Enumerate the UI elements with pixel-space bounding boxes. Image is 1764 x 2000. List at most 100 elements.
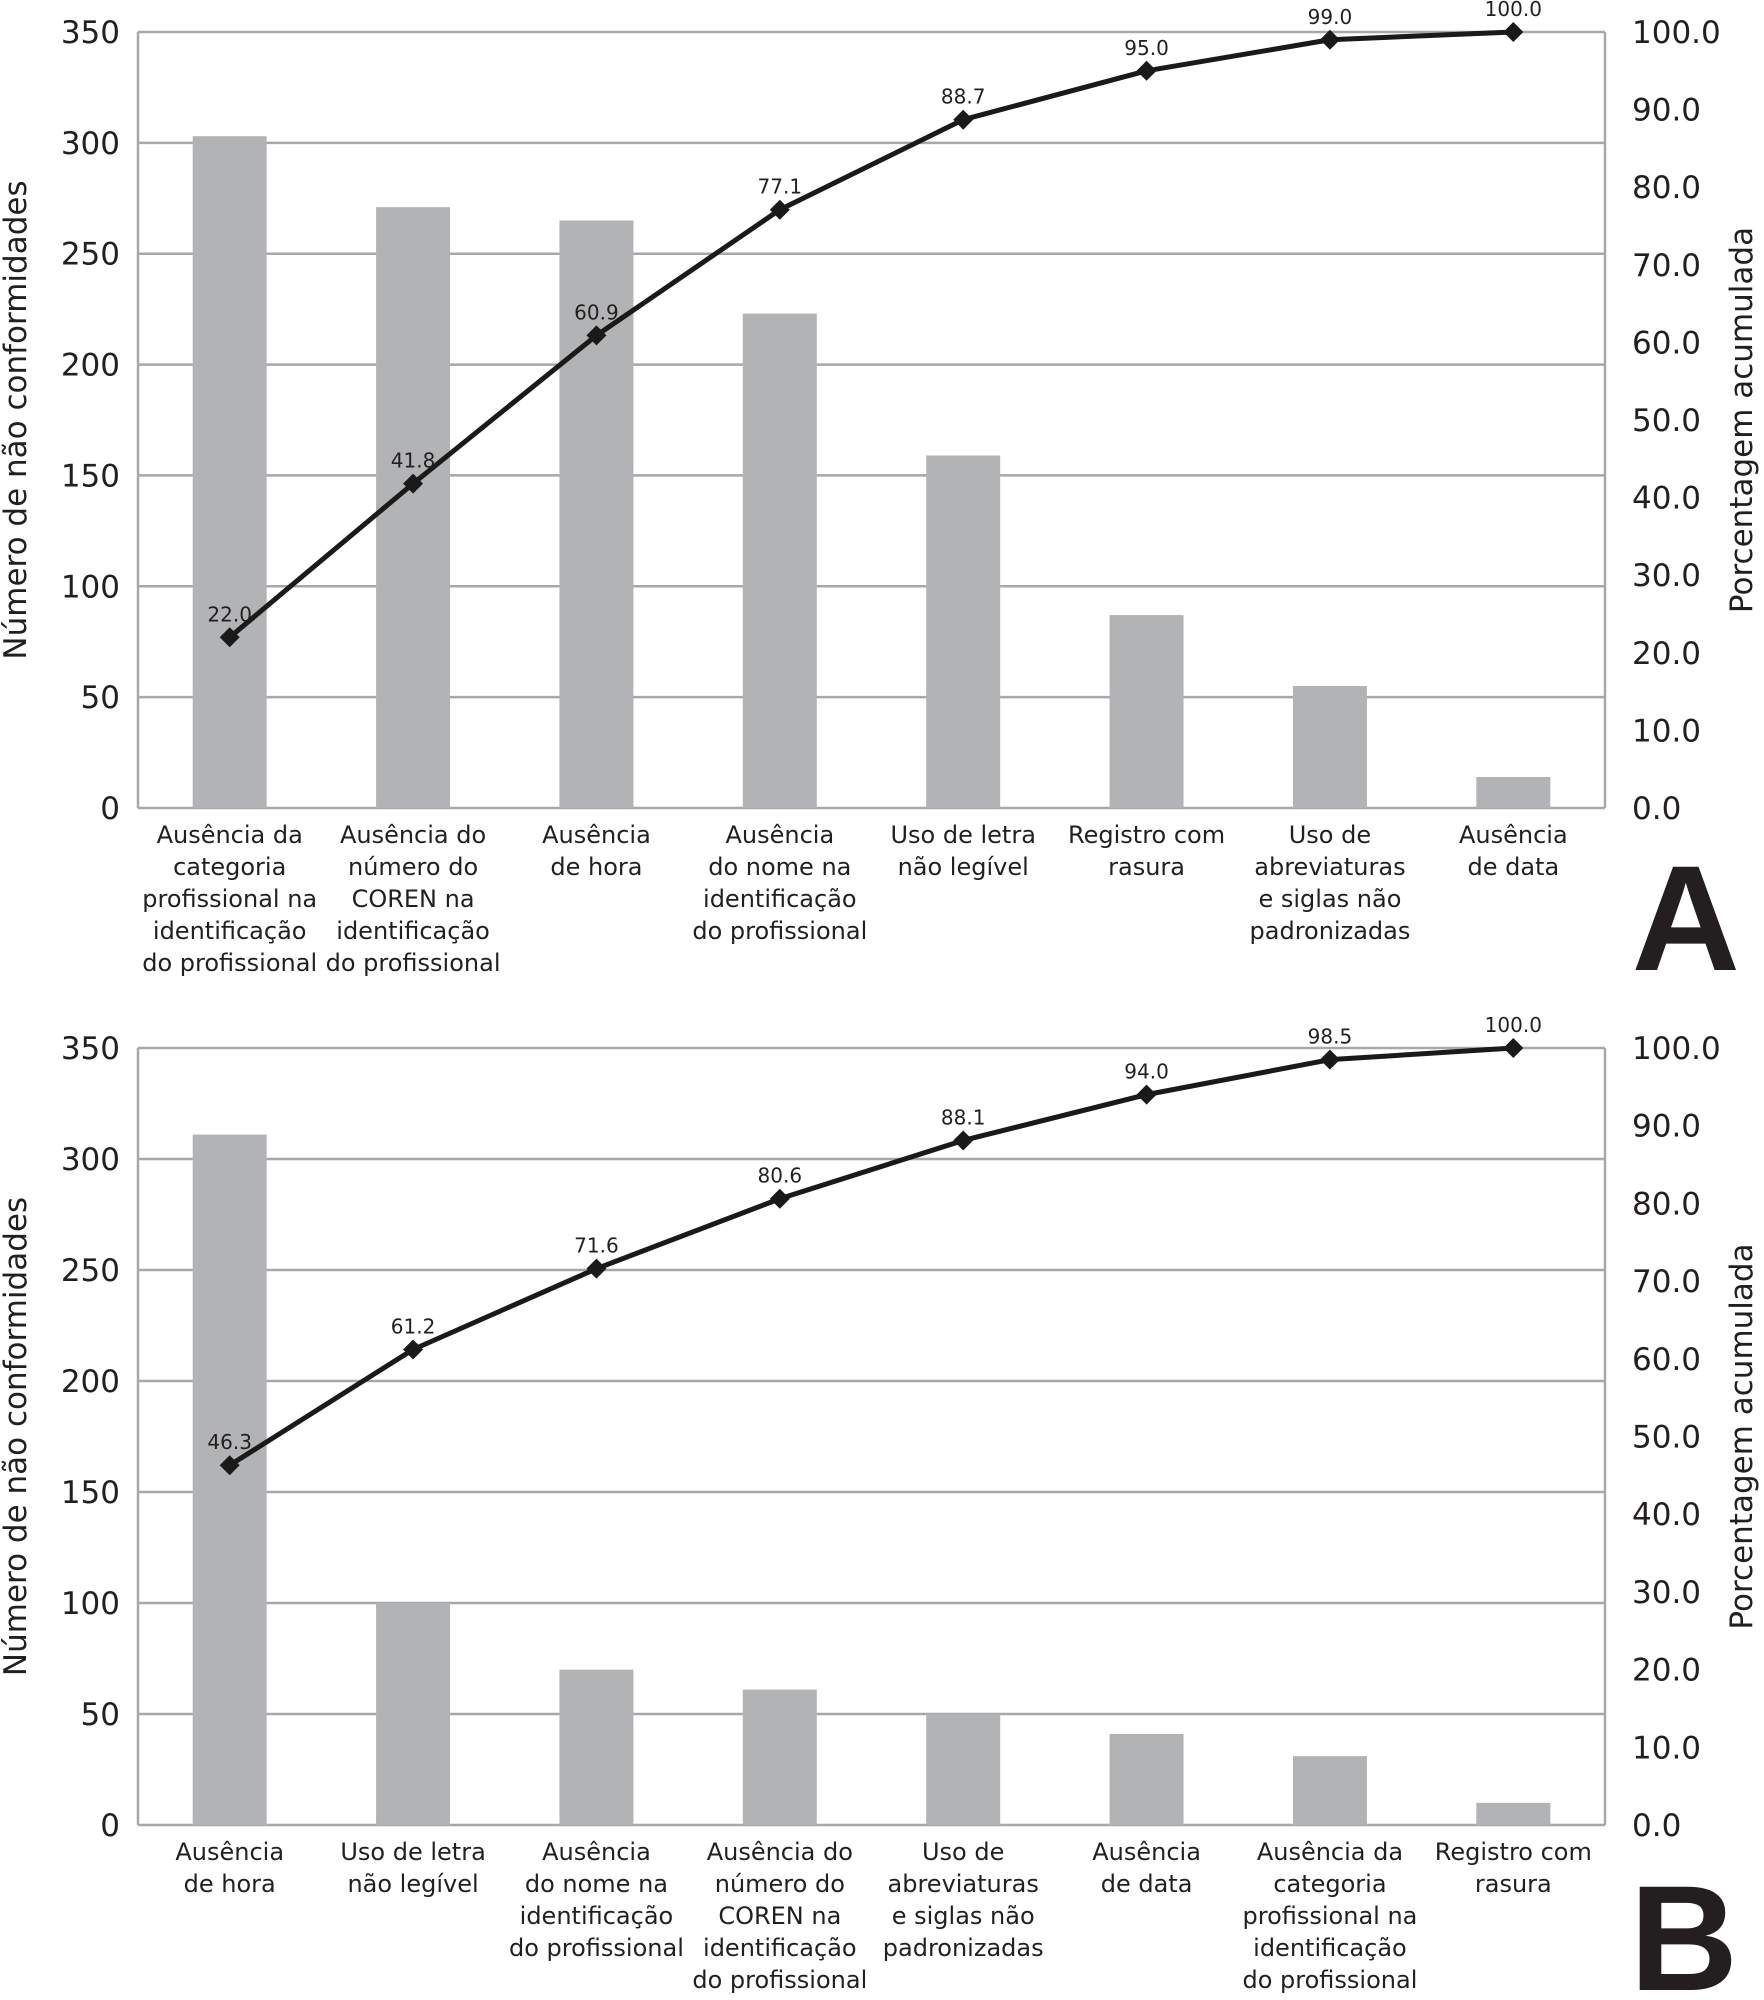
y-tick-label: 300 <box>61 1142 120 1178</box>
chart-panel-b: 0 50 100 150 200 250 300 350 0.0 10.0 20.0 30.0 40.0… <box>0 1013 1760 2000</box>
bar <box>926 455 1001 808</box>
bar <box>926 1714 1001 1825</box>
cumulative-point <box>1503 1038 1524 1058</box>
y-tick-label: 50 <box>81 1697 120 1733</box>
cumulative-data-label: 80.6 <box>758 1164 803 1188</box>
y-tick-label: 0 <box>100 791 120 827</box>
bar <box>192 136 267 809</box>
y2-tick-label: 30.0 <box>1632 1575 1701 1611</box>
y-tick-label: 150 <box>61 458 120 494</box>
category-label: Registro com rasura <box>1068 821 1225 881</box>
y2-tick-label: 50.0 <box>1632 403 1701 439</box>
bar <box>1292 1756 1367 1825</box>
bar <box>559 1669 634 1825</box>
cumulative-point <box>1136 1084 1157 1105</box>
cumulative-data-label: 60.9 <box>574 300 619 324</box>
category-label: Ausência do nome na identificação do profis… <box>692 821 867 945</box>
bar <box>1292 686 1367 808</box>
bar <box>376 207 451 808</box>
y2-tick-label: 10.0 <box>1632 1730 1701 1766</box>
cumulative-point <box>1503 22 1524 42</box>
y2-tick-label: 0.0 <box>1632 1808 1681 1844</box>
cumulative-point <box>769 199 790 220</box>
y-tick-label: 0 <box>100 1808 120 1844</box>
category-label: Ausência de hora <box>542 821 651 881</box>
y2-tick-label: 100.0 <box>1632 15 1721 51</box>
category-label: Ausência de data <box>1459 821 1568 881</box>
y2-tick-label: 40.0 <box>1632 481 1701 517</box>
y2-tick-label: 20.0 <box>1632 1653 1701 1689</box>
category-label: Ausência do número do COREN na identificaçã… <box>326 821 501 977</box>
cumulative-data-label: 46.3 <box>207 1430 252 1454</box>
cumulative-line <box>228 29 1514 640</box>
y-tick-label: 150 <box>61 1475 120 1511</box>
cumulative-data-label: 100.0 <box>1485 0 1542 21</box>
cumulative-data-label: 61.2 <box>391 1314 436 1338</box>
y2-tick-label: 70.0 <box>1632 248 1701 284</box>
y2-tick-label: 90.0 <box>1632 93 1701 129</box>
y-tick-label: 300 <box>61 126 120 162</box>
cumulative-point <box>403 473 424 494</box>
cumulative-line <box>228 1045 1514 1468</box>
category-label: Ausência de data <box>1092 1838 1201 1898</box>
category-label: Registro com rasura <box>1435 1838 1592 1898</box>
y2-tick-label: 80.0 <box>1632 1186 1701 1222</box>
cumulative-data-label: 94.0 <box>1124 1060 1169 1084</box>
y2-tick-label: 100.0 <box>1632 1031 1721 1067</box>
cumulative-point <box>769 1188 790 1209</box>
y-tick-label: 350 <box>61 15 120 51</box>
cumulative-data-label: 95.0 <box>1124 36 1169 60</box>
y2-tick-label: 70.0 <box>1632 1264 1701 1300</box>
cumulative-point <box>1319 29 1340 50</box>
y-tick-label: 250 <box>61 1253 120 1289</box>
cumulative-data-label: 77.1 <box>758 175 803 199</box>
cumulative-data-label: 88.7 <box>941 85 986 109</box>
cumulative-point <box>953 109 974 130</box>
category-label: Uso de letra não legível <box>890 821 1035 881</box>
y-tick-label: 200 <box>61 348 120 384</box>
cumulative-data-label: 100.0 <box>1485 1013 1542 1037</box>
category-label: Uso de letra não legível <box>340 1838 485 1898</box>
category-label: Ausência do número do COREN na identificaçã… <box>692 1838 867 1994</box>
y2-tick-label: 0.0 <box>1632 791 1681 827</box>
cumulative-point <box>219 1455 240 1476</box>
category-label: Uso de abreviaturas e siglas não padronizad… <box>1250 821 1411 945</box>
cumulative-point <box>586 1258 607 1279</box>
y2-tick-label: 80.0 <box>1632 170 1701 206</box>
y-axis-title: Número de não conformidades <box>0 180 34 659</box>
panel-label: A <box>1632 834 1740 1002</box>
y2-tick-label: 40.0 <box>1632 1497 1701 1533</box>
y2-tick-label: 50.0 <box>1632 1420 1701 1456</box>
y2-tick-label: 60.0 <box>1632 325 1701 361</box>
cumulative-data-label: 41.8 <box>391 449 436 473</box>
bar <box>742 313 817 808</box>
category-label: Ausência da categoria profissional na ident… <box>1243 1838 1418 1994</box>
category-label: Uso de abreviaturas e siglas não padronizad… <box>883 1838 1044 1962</box>
y-tick-label: 50 <box>81 680 120 716</box>
cumulative-data-label: 98.5 <box>1308 1025 1353 1049</box>
y2-axis-title: Porcentagem acumulada <box>1724 227 1760 613</box>
cumulative-data-label: 22.0 <box>207 602 252 626</box>
y2-tick-label: 30.0 <box>1632 558 1701 594</box>
cumulative-point <box>403 1339 424 1360</box>
category-label: Ausência de hora <box>175 1838 284 1898</box>
bar <box>192 1134 267 1825</box>
bar <box>1476 1802 1551 1825</box>
panel-label: B <box>1630 1854 1738 2000</box>
y-axis-title: Número de não conformidades <box>0 1197 34 1676</box>
cumulative-data-label: 71.6 <box>574 1234 619 1258</box>
bar <box>1476 776 1551 808</box>
y2-tick-label: 20.0 <box>1632 636 1701 672</box>
cumulative-point <box>1319 1049 1340 1070</box>
bar <box>1109 615 1184 808</box>
cumulative-data-label: 99.0 <box>1308 5 1353 29</box>
y-tick-label: 250 <box>61 237 120 273</box>
cumulative-point <box>953 1130 974 1151</box>
y2-tick-label: 10.0 <box>1632 713 1701 749</box>
y-tick-label: 100 <box>61 569 120 605</box>
category-label: Ausência da categoria profissional na ident… <box>142 821 317 977</box>
y2-tick-label: 90.0 <box>1632 1109 1701 1145</box>
cumulative-data-label: 88.1 <box>941 1105 986 1129</box>
category-label: Ausência do nome na identificação do profis… <box>509 1838 684 1962</box>
